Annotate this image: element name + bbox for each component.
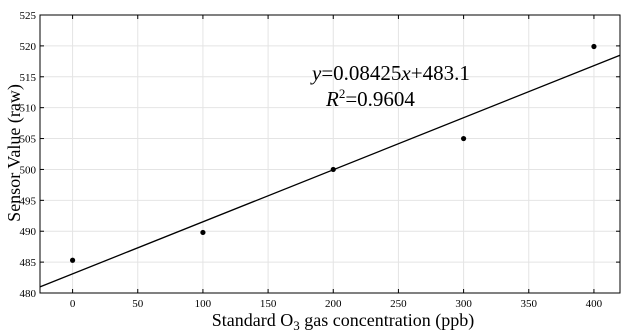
y-tick-label: 495 (20, 195, 37, 207)
y-tick-label: 520 (20, 41, 37, 53)
y-tick-label: 500 (20, 164, 37, 176)
x-tick-label: 0 (70, 298, 76, 310)
y-tick-label: 485 (20, 257, 37, 269)
data-point (69, 257, 76, 263)
r-squared-label: R2=0.9604 (325, 86, 415, 111)
x-tick-label: 150 (260, 298, 277, 310)
data-point (200, 229, 206, 236)
x-tick-label: 250 (390, 298, 407, 310)
y-tick-label: 510 (20, 103, 37, 115)
y-axis-label: Sensor Value (raw) (4, 84, 25, 222)
plot-area-frame (39, 14, 621, 294)
regression-line (39, 54, 621, 288)
data-point (460, 135, 467, 142)
x-tick-label: 300 (455, 298, 472, 310)
y-tick-label: 515 (20, 72, 37, 84)
x-tick-label: 50 (132, 298, 144, 310)
x-tick-label: 350 (521, 298, 538, 310)
x-axis-ticks: 0 50 100 150 200 250 300 350 400 (70, 15, 603, 310)
grid (40, 14, 620, 294)
x-tick-label: 100 (195, 298, 212, 310)
y-tick-label: 525 (20, 10, 37, 22)
y-tick-label: 490 (20, 226, 37, 238)
y-tick-label: 480 (20, 288, 37, 300)
fit-equation: y=0.08425x+483.1 (310, 61, 470, 85)
y-tick-label: 505 (20, 134, 37, 146)
data-point (591, 43, 597, 50)
x-tick-label: 400 (586, 298, 603, 310)
x-tick-label: 200 (325, 298, 342, 310)
x-axis-label: Standard O3 gas concentration (ppb) (212, 310, 474, 333)
data-point (330, 166, 336, 173)
data-points (69, 43, 597, 263)
y-axis-ticks: 480 485 490 495 500 505 510 515 520 525 (20, 10, 620, 300)
